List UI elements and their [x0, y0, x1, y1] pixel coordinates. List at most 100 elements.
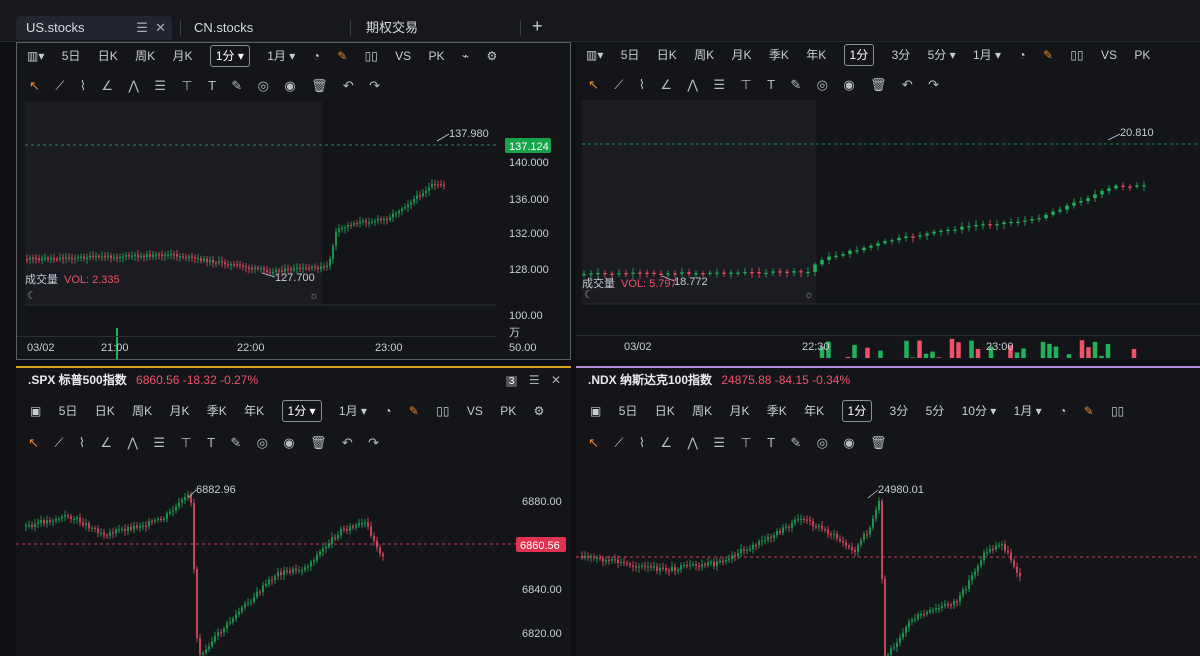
brush-tool-icon[interactable]: ✎ [231, 78, 243, 93]
period-month[interactable]: 月K [731, 48, 752, 62]
period-3min[interactable]: 3分 [889, 404, 909, 418]
eye-icon[interactable]: ◉ [284, 78, 296, 93]
settings-icon[interactable]: ⚙ [533, 404, 545, 418]
text-tool-icon[interactable]: T [767, 77, 776, 92]
candle-icon[interactable]: ▯▯ [1111, 404, 1125, 418]
magnet-icon[interactable]: ◎ [816, 435, 828, 450]
close-icon[interactable]: ✕ [550, 373, 561, 387]
price-chart[interactable]: 20.810 18.772 ☾ ☼ [576, 100, 1200, 358]
period-5d[interactable]: 5日 [620, 48, 640, 62]
period-10min-select[interactable]: 10分 ▾ [961, 404, 997, 418]
period-1min[interactable]: 1分 [841, 400, 873, 422]
redo-icon[interactable]: ↷ [369, 78, 381, 93]
gauge-icon[interactable]: ◔ [1018, 48, 1026, 62]
period-year[interactable]: 年K [804, 404, 825, 418]
price-chart[interactable]: 6880.00 6860.56 6840.00 6820.00 6882.96 [16, 460, 571, 656]
undo-icon[interactable]: ↶ [901, 77, 913, 92]
pattern-tool-icon[interactable]: ⋀ [128, 78, 140, 93]
pattern-tool-icon[interactable]: ⋀ [127, 435, 139, 450]
angle-tool-icon[interactable]: ∠ [101, 78, 114, 93]
indicator-icon[interactable]: ⌁ [461, 49, 470, 63]
angle-tool-icon[interactable]: ∠ [100, 435, 113, 450]
eye-icon[interactable]: ◉ [843, 77, 855, 92]
period-quarter[interactable]: 季K [766, 404, 787, 418]
pk-button[interactable]: PK [500, 404, 517, 418]
wave-tool-icon[interactable]: ⌇ [638, 435, 646, 450]
candle-icon[interactable]: ▯▯ [364, 49, 378, 63]
period-5min[interactable]: 5分 [925, 404, 945, 418]
period-1min-select[interactable]: 1分 ▾ [209, 45, 250, 67]
fib-tool-icon[interactable]: ☰ [154, 78, 167, 93]
period-quarter[interactable]: 季K [206, 404, 227, 418]
line-tool-icon[interactable]: ⟋ [54, 435, 64, 450]
trash-icon[interactable]: 🗑 [311, 78, 328, 93]
brush-tool-icon[interactable]: ✎ [790, 435, 802, 450]
brush-tool-icon[interactable]: ✎ [230, 435, 242, 450]
period-day[interactable]: 日K [94, 404, 115, 418]
price-chart[interactable]: 24980.01 [576, 460, 1200, 656]
text-tool-icon[interactable]: T [208, 78, 217, 93]
period-day[interactable]: 日K [97, 49, 118, 63]
redo-icon[interactable]: ↷ [928, 77, 940, 92]
gauge-icon[interactable]: ◔ [384, 404, 392, 418]
period-day[interactable]: 日K [654, 404, 675, 418]
price-chart[interactable]: 140.000 136.000 132.000 128.000 137.124 … [17, 101, 571, 359]
list-icon[interactable]: ☰ [136, 20, 148, 35]
period-5min-select[interactable]: 5分 ▾ [927, 48, 956, 62]
angle-tool-icon[interactable]: ∠ [660, 435, 673, 450]
period-5d[interactable]: 5日 [61, 49, 81, 63]
period-5d[interactable]: 5日 [58, 404, 78, 418]
pen-icon[interactable]: ✎ [408, 404, 419, 418]
period-week[interactable]: 周K [135, 49, 156, 63]
1d-icon[interactable]: ▣ [30, 404, 42, 418]
close-icon[interactable]: ✕ [155, 20, 166, 35]
compare-button[interactable]: VS [466, 404, 483, 418]
list-icon[interactable]: ☰ [528, 373, 540, 387]
1d-icon[interactable]: ▣ [590, 404, 602, 418]
fib-tool-icon[interactable]: ☰ [713, 77, 726, 92]
pattern-tool-icon[interactable]: ⋀ [687, 77, 699, 92]
period-year[interactable]: 年K [244, 404, 265, 418]
period-month[interactable]: 月K [729, 404, 750, 418]
undo-icon[interactable]: ↶ [341, 435, 353, 450]
compare-button[interactable]: VS [1100, 48, 1117, 62]
cursor-icon[interactable]: ↖ [588, 435, 599, 450]
period-5d[interactable]: 5日 [618, 404, 638, 418]
range-select[interactable]: 1月 ▾ [338, 404, 367, 418]
pen-icon[interactable]: ✎ [1042, 48, 1054, 62]
period-1min[interactable]: 1分 [843, 44, 875, 66]
cursor-icon[interactable]: ↖ [28, 435, 39, 450]
range-select[interactable]: 1月 ▾ [973, 48, 1002, 62]
period-quarter[interactable]: 季K [768, 48, 789, 62]
magnet-icon[interactable]: ◎ [256, 435, 268, 450]
eye-icon[interactable]: ◉ [283, 435, 295, 450]
tab-options-trading[interactable]: 期权交易 [356, 16, 428, 40]
pattern-tool-icon[interactable]: ⋀ [687, 435, 699, 450]
layout-icon[interactable]: ▥▾ [586, 48, 604, 62]
pk-button[interactable]: PK [1134, 48, 1151, 62]
period-month[interactable]: 月K [169, 404, 190, 418]
gauge-icon[interactable]: ◔ [312, 49, 320, 63]
measure-tool-icon[interactable]: ⊤ [740, 77, 752, 92]
trash-icon[interactable]: 🗑 [310, 435, 327, 450]
period-week[interactable]: 周K [692, 404, 713, 418]
tab-cn-stocks[interactable]: CN.stocks [184, 16, 263, 40]
fib-tool-icon[interactable]: ☰ [153, 435, 166, 450]
line-tool-icon[interactable]: ⟋ [614, 77, 624, 92]
symbol-name[interactable]: .NDX 纳斯达克100指数 [588, 373, 713, 387]
measure-tool-icon[interactable]: ⊤ [180, 435, 192, 450]
compare-button[interactable]: VS [395, 49, 412, 63]
period-3min[interactable]: 3分 [891, 48, 911, 62]
period-year[interactable]: 年K [806, 48, 827, 62]
trash-icon[interactable]: 🗑 [870, 77, 887, 92]
eye-icon[interactable]: ◉ [843, 435, 855, 450]
range-select[interactable]: 1月 ▾ [267, 49, 296, 63]
settings-icon[interactable]: ⚙ [486, 49, 498, 63]
wave-tool-icon[interactable]: ⌇ [78, 435, 86, 450]
line-tool-icon[interactable]: ⟋ [55, 78, 65, 93]
magnet-icon[interactable]: ◎ [257, 78, 269, 93]
brush-tool-icon[interactable]: ✎ [790, 77, 802, 92]
candle-icon[interactable]: ▯▯ [1070, 48, 1084, 62]
magnet-icon[interactable]: ◎ [816, 77, 828, 92]
wave-tool-icon[interactable]: ⌇ [79, 78, 87, 93]
